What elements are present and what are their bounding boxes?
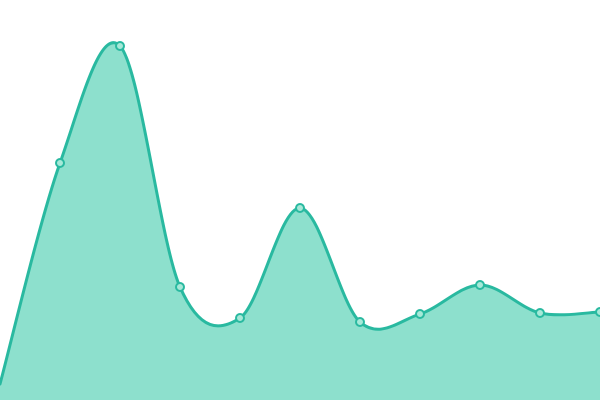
data-point-marker[interactable]	[115, 41, 125, 51]
data-point-marker[interactable]	[475, 280, 485, 290]
data-point-marker[interactable]	[355, 317, 365, 327]
area-fill	[0, 42, 600, 400]
data-point-marker[interactable]	[415, 309, 425, 319]
data-point-markers	[55, 41, 600, 327]
data-point-marker[interactable]	[535, 308, 545, 318]
data-point-marker[interactable]	[295, 203, 305, 213]
data-point-marker[interactable]	[235, 313, 245, 323]
data-point-marker[interactable]	[595, 307, 600, 317]
data-point-marker[interactable]	[55, 158, 65, 168]
data-point-marker[interactable]	[175, 282, 185, 292]
